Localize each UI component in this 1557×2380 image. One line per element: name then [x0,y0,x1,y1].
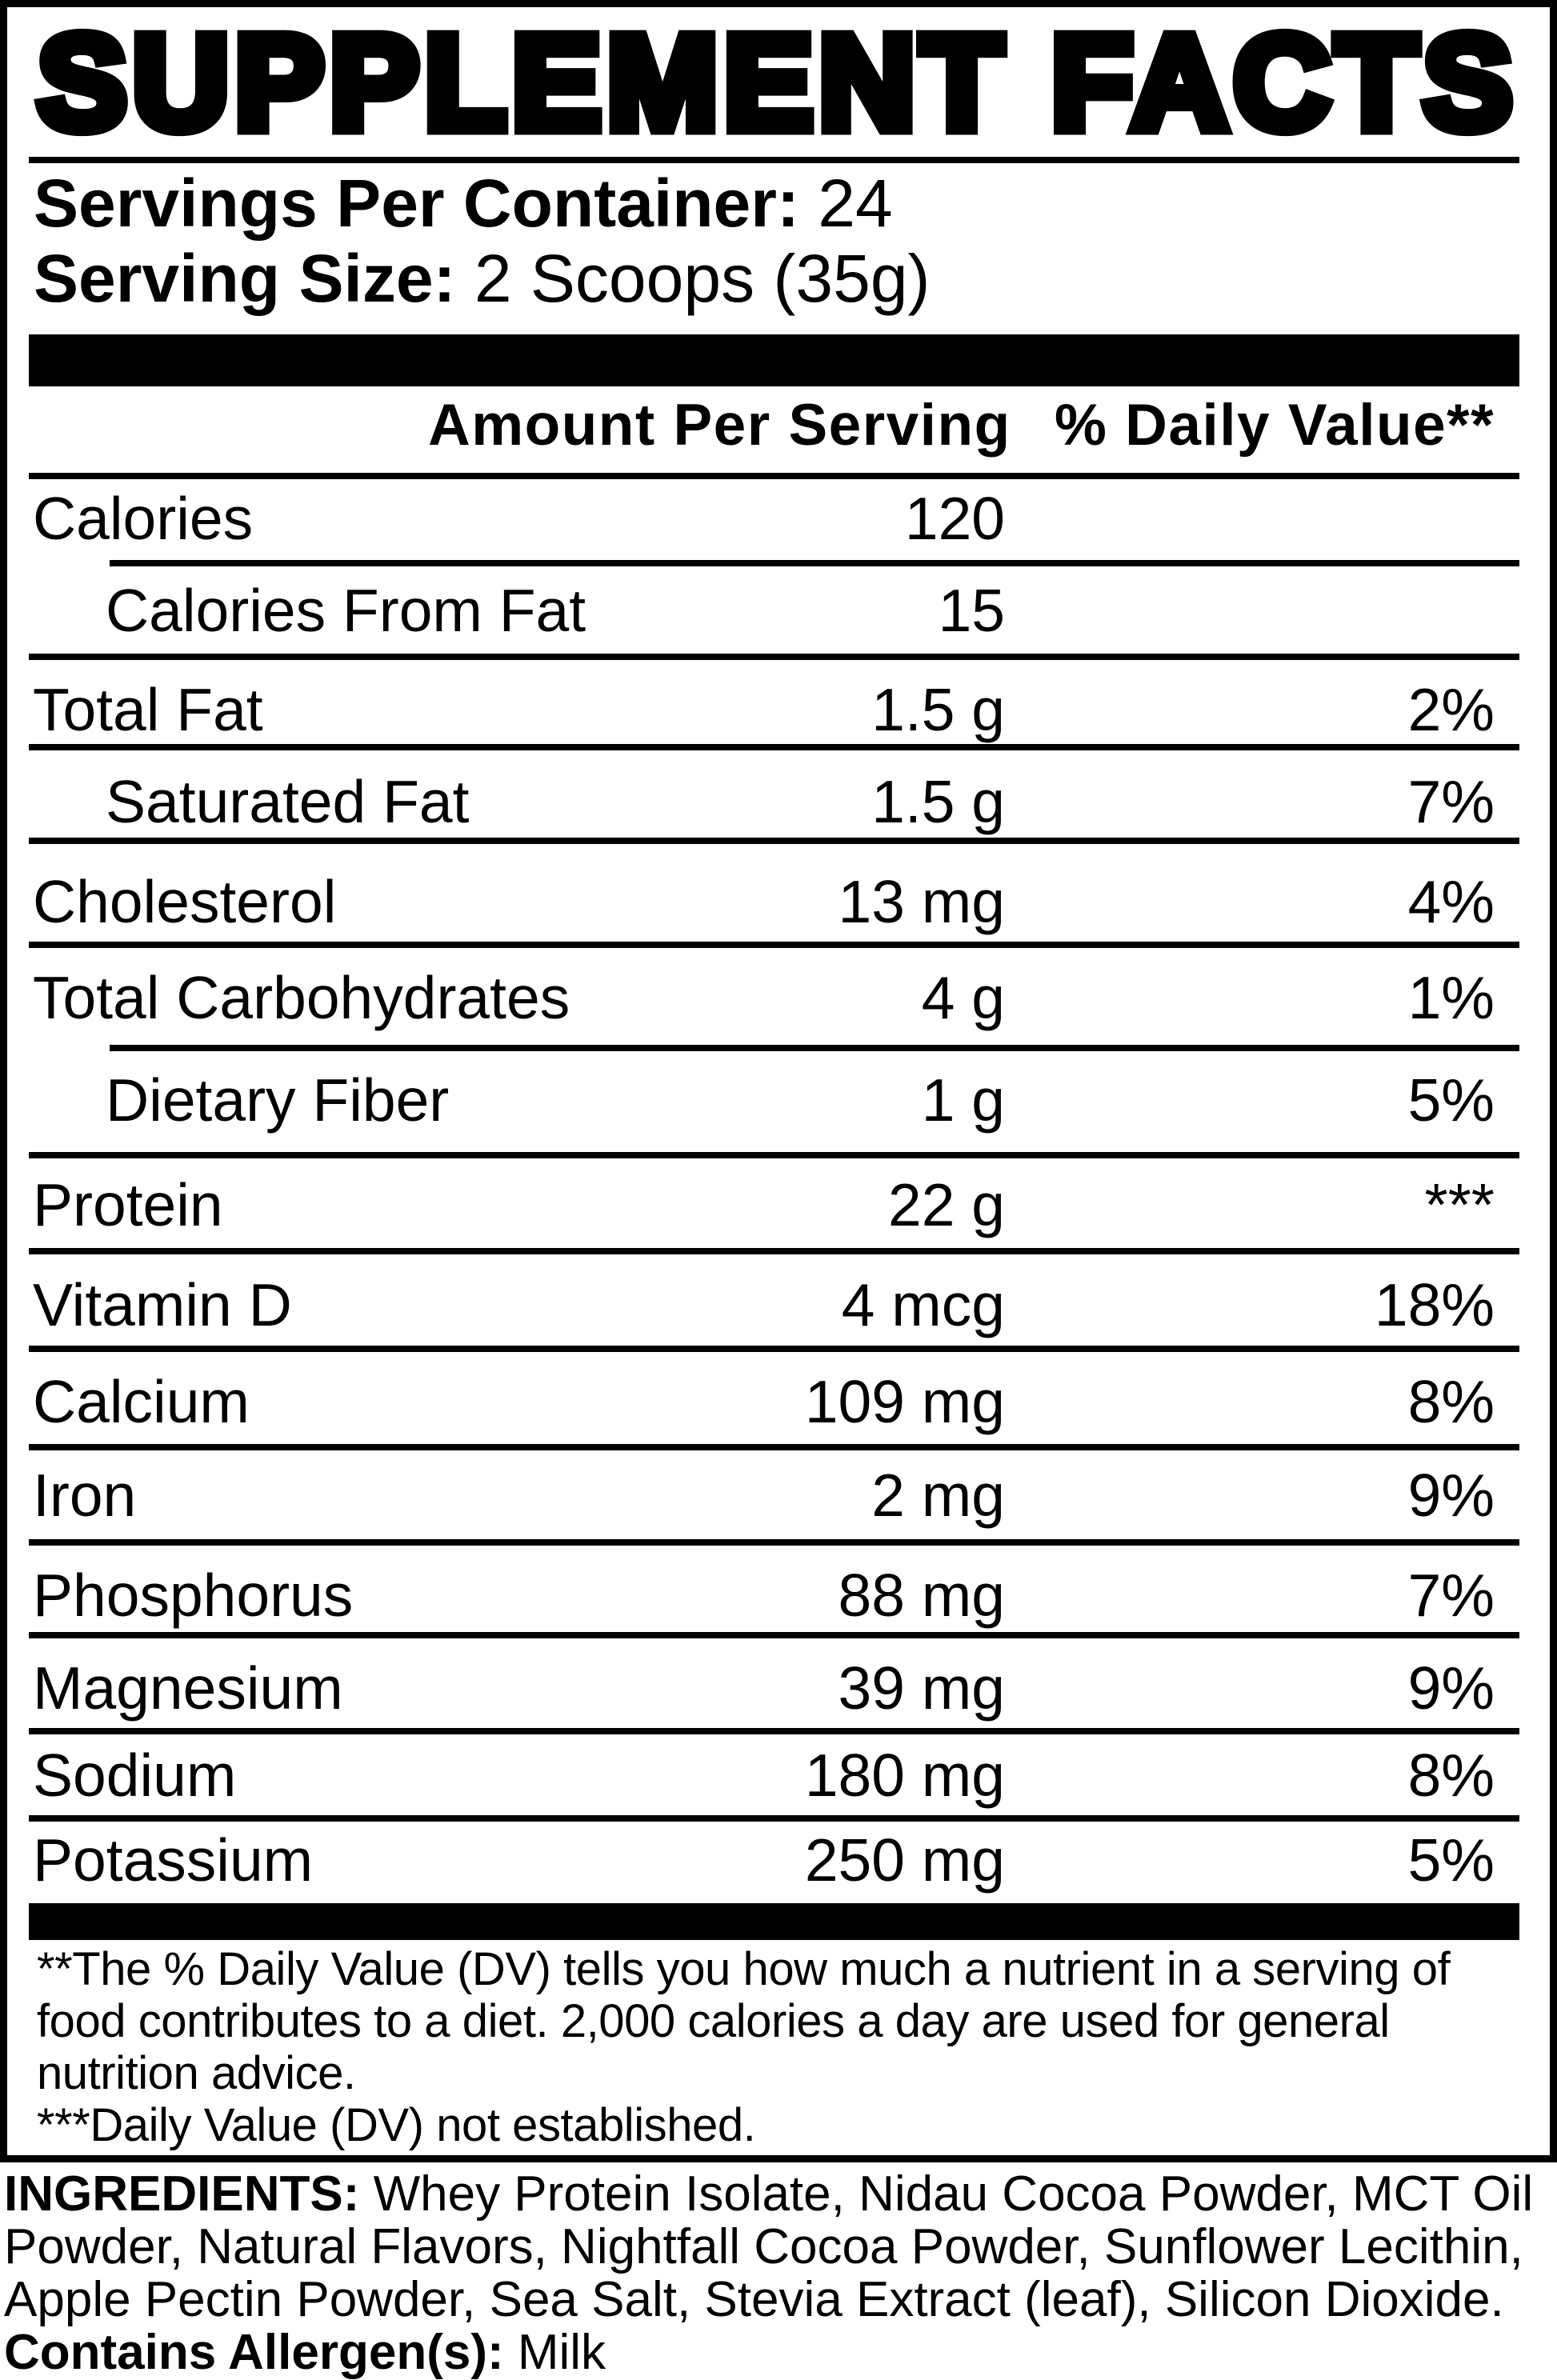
svg-text:SUPPLEMENT FACTS: SUPPLEMENT FACTS [38,9,1518,158]
